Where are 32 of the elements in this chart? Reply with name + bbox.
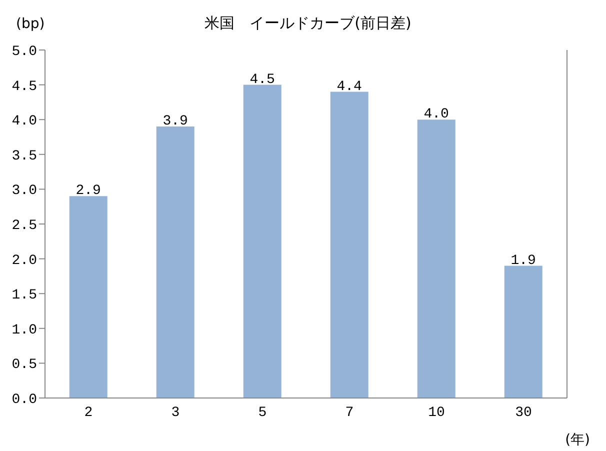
x-tick-label: 3 [171, 404, 180, 421]
data-label: 1.9 [510, 252, 536, 269]
y-tick-label: 5.0 [12, 44, 37, 60]
x-tick-label: 7 [345, 404, 354, 421]
data-label: 4.5 [250, 72, 275, 88]
x-tick-label: 5 [258, 404, 267, 421]
y-tick-label: 1.5 [12, 288, 37, 304]
y-tick-label: 0.5 [12, 357, 37, 374]
y-tick-label: 4.0 [12, 114, 37, 130]
y-tick-label: 0.0 [12, 392, 37, 408]
bar [156, 126, 194, 398]
bar [243, 84, 282, 398]
data-label: 4.4 [336, 78, 362, 95]
y-tick-label: 2.5 [12, 218, 37, 234]
x-tick-label: 2 [84, 404, 93, 421]
y-tick-label: 3.5 [12, 148, 37, 164]
y-axis-title: (bp) [16, 16, 45, 32]
y-tick-label: 3.0 [12, 183, 37, 200]
y-tick-label: 1.0 [12, 322, 37, 338]
y-tick-label: 2.0 [12, 252, 37, 269]
data-label: 2.9 [76, 183, 101, 200]
data-label: 4.0 [424, 106, 449, 123]
x-tick-label: 30 [515, 404, 532, 421]
y-tick-label: 4.5 [12, 78, 37, 95]
x-axis-title: (年) [565, 432, 590, 448]
bar [504, 266, 542, 398]
data-label: 3.9 [162, 114, 188, 130]
bar [330, 92, 368, 398]
bar [69, 196, 108, 398]
bar [417, 120, 456, 398]
x-tick-label: 10 [428, 404, 445, 421]
chart-title: 米国 イールドカーブ(前日差) [204, 14, 412, 32]
